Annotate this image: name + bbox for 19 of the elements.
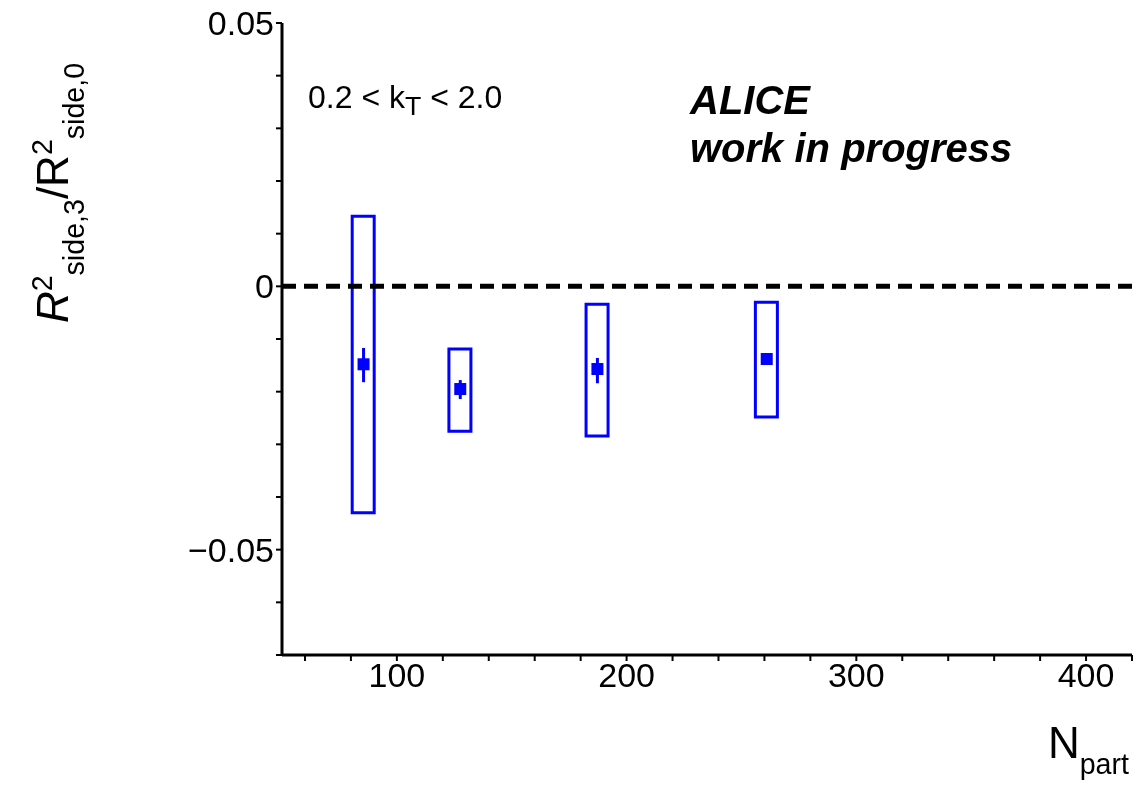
x-tick-label: 200 [598,656,655,695]
x-tick-label: 100 [368,656,426,695]
point [591,363,604,376]
point [357,358,370,371]
point [454,383,467,396]
x-axis-title: N$_{part}$ [1047,718,1130,780]
y-tick-label: 0 [255,267,274,306]
bar [753,300,779,419]
bar [350,214,376,515]
annotation: ALICE [690,78,810,122]
annotation: 0.2 < k$_{T}$ < 2.0 [308,79,503,122]
bar [584,302,610,438]
y-tick-label: −0.05 [187,530,274,569]
x-tick-label: 400 [1057,656,1115,695]
annotation: work in progress [690,126,1013,170]
bar [447,347,473,433]
y-tick-label: 0.05 [207,4,274,43]
x-tick-label: 300 [827,656,885,695]
point [760,353,773,366]
